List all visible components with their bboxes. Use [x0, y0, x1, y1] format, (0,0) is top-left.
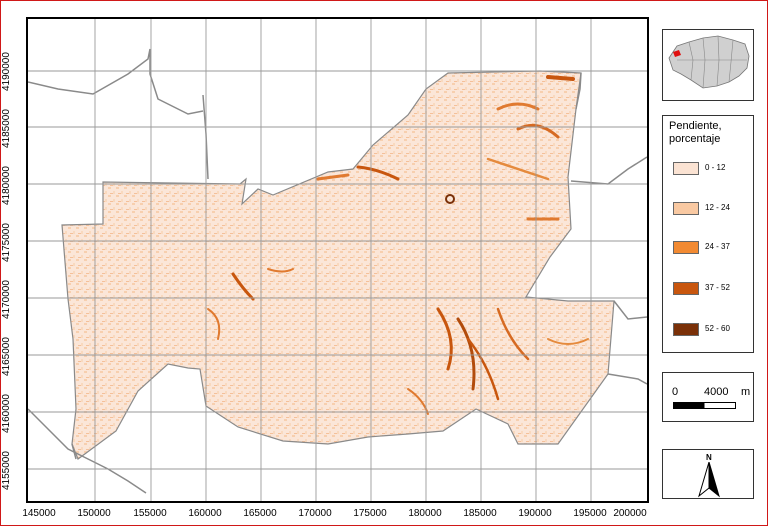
locator-inset [662, 29, 754, 101]
x-tick-label: 150000 [77, 508, 111, 519]
x-tick-label: 165000 [243, 508, 277, 519]
locator-map [668, 35, 750, 89]
y-tick-label: 4160000 [1, 394, 12, 433]
y-tick-label: 4165000 [1, 337, 12, 376]
scale-bar [673, 402, 736, 409]
study-area-polygon [61, 70, 615, 460]
x-tick-label: 200000 [613, 508, 647, 519]
x-tick-label: 175000 [353, 508, 387, 519]
legend-panel: Pendiente, porcentaje 0 - 12 12 - 24 24 … [662, 115, 754, 353]
map-frame[interactable] [26, 17, 649, 503]
x-tick-label: 155000 [133, 508, 167, 519]
steep-slope-features [207, 75, 589, 415]
north-arrow-icon [698, 462, 720, 498]
y-tick-label: 4175000 [1, 223, 12, 262]
scale-start-label: 0 [672, 386, 679, 398]
x-tick-label: 180000 [408, 508, 442, 519]
scale-bar-panel: 0 4000 m [662, 372, 754, 422]
x-tick-label: 170000 [298, 508, 332, 519]
x-tick-label: 145000 [22, 508, 56, 519]
y-tick-label: 4170000 [1, 280, 12, 319]
y-tick-label: 4185000 [1, 109, 12, 148]
y-tick-label: 4190000 [1, 52, 12, 91]
scale-end-label: 4000 [704, 386, 729, 398]
legend-title: Pendiente, porcentaje [669, 120, 722, 145]
legend-swatch [673, 282, 699, 295]
x-tick-label: 190000 [518, 508, 552, 519]
y-tick-label: 4180000 [1, 166, 12, 205]
x-tick-label: 160000 [188, 508, 222, 519]
legend-swatch [673, 202, 699, 215]
legend-swatch [673, 323, 699, 336]
coordinate-grid [28, 19, 647, 501]
y-tick-label: 4155000 [1, 451, 12, 490]
legend-swatch [673, 162, 699, 175]
north-arrow-panel: N [662, 449, 754, 499]
legend-swatch [673, 241, 699, 254]
slope-map [28, 19, 647, 501]
x-tick-label: 185000 [463, 508, 497, 519]
study-area-marker [673, 50, 681, 57]
north-label: N [706, 453, 712, 462]
scale-unit-label: m [741, 386, 751, 398]
x-tick-label: 195000 [573, 508, 607, 519]
